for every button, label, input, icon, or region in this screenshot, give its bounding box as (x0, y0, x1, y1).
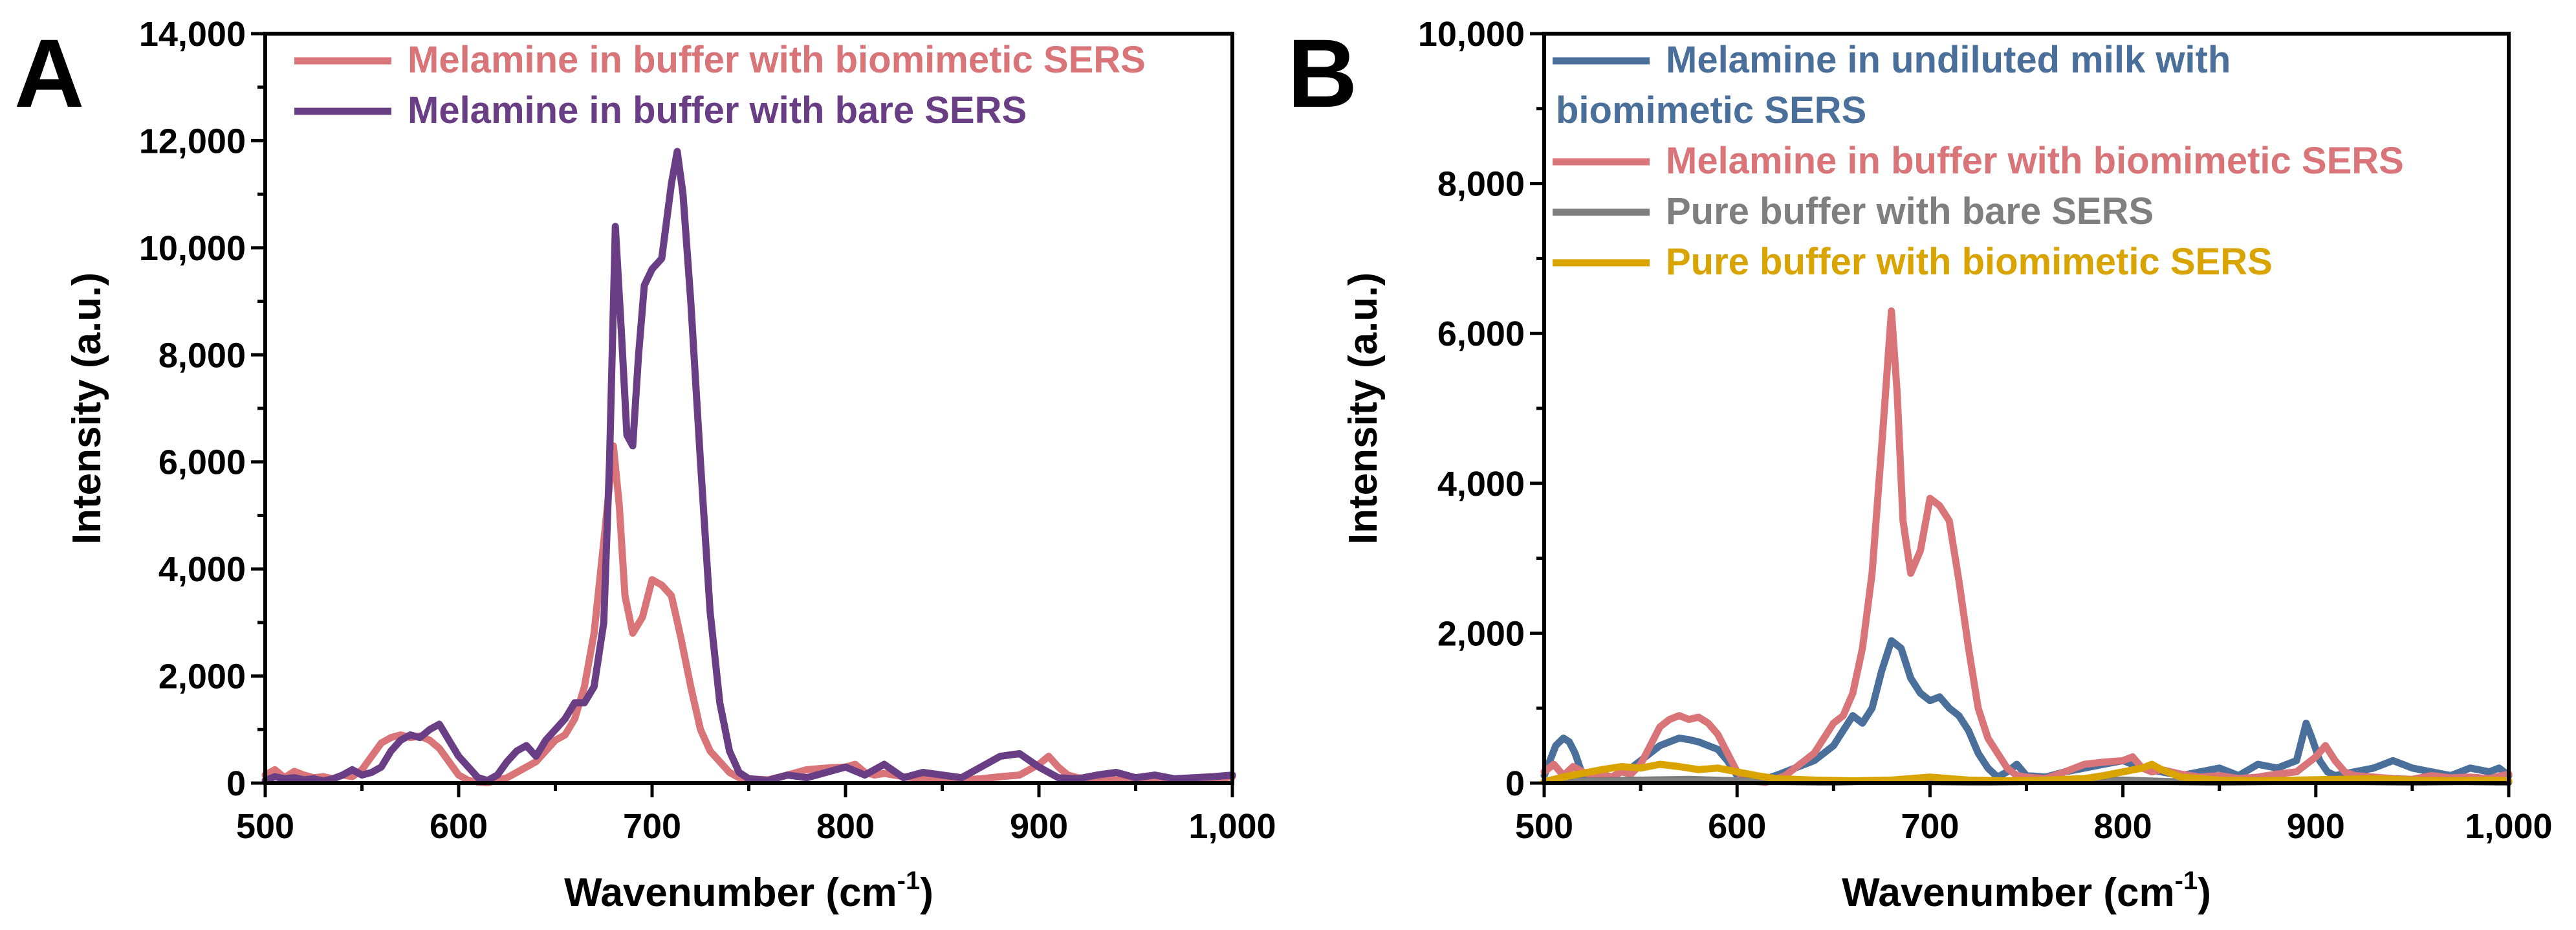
plot-frame (263, 32, 1234, 785)
panel-a: A 500 600 700 800 900 1,000 0 2,000 4,000 6,000 8,0… (14, 15, 1276, 915)
legend-label-2: Melamine in buffer with bare SERS (408, 89, 1027, 131)
legend: Melamine in undiluted milk with biomimeti… (1553, 39, 2404, 283)
x-tick-label: 700 (623, 807, 681, 846)
x-tick-label: 900 (1010, 807, 1068, 846)
series-line-2 (1540, 307, 2513, 786)
series-line-1 (261, 442, 1236, 786)
y-tick-label: 2,000 (1437, 614, 1525, 653)
y-tick-label: 6,000 (158, 443, 246, 482)
panel-b: B 500 600 700 800 900 1,000 0 2,000 4,000 6,000 8,0… (1287, 15, 2553, 915)
series-line-2 (261, 148, 1236, 785)
x-tick-label: 500 (236, 807, 294, 846)
y-tick-label: 10,000 (139, 229, 246, 268)
y-tick-label: 6,000 (1437, 315, 1525, 353)
y-tick-label: 0 (226, 764, 246, 803)
legend-label-1: Melamine in undiluted milk with (1666, 39, 2231, 81)
x-axis-title: Wavenumber (cm-1) (1842, 867, 2211, 915)
series-line-4 (1540, 760, 2513, 786)
y-tick-label: 12,000 (139, 122, 246, 161)
y-tick-label: 4,000 (158, 550, 246, 589)
y-axis-title: Intensity (a.u.) (1341, 272, 1386, 544)
x-tick-label: 1,000 (2465, 807, 2552, 846)
y-tick-label: 8,000 (1437, 165, 1525, 204)
legend: Melamine in buffer with biomimetic SERS M… (294, 39, 1146, 131)
x-tick-label: 500 (1515, 807, 1573, 846)
series-group (1540, 307, 2513, 786)
series-line-1 (1540, 637, 2513, 786)
x-tick-label: 900 (2287, 807, 2345, 846)
y-tick-label: 8,000 (158, 336, 246, 375)
y-tick-label: 2,000 (158, 658, 246, 696)
x-tick-label: 600 (1708, 807, 1766, 846)
panel-letter-b: B (1287, 19, 1357, 127)
legend-label-1: Melamine in buffer with biomimetic SERS (408, 39, 1146, 81)
x-tick-label: 800 (816, 807, 875, 846)
y-tick-label: 14,000 (139, 15, 246, 54)
y-tick-label: 4,000 (1437, 465, 1525, 504)
legend-label-3: Pure buffer with bare SERS (1666, 190, 2154, 232)
y-tick-label: 10,000 (1418, 15, 1525, 54)
y-tick-label: 0 (1505, 764, 1525, 803)
x-tick-label: 1,000 (1188, 807, 1276, 846)
legend-label-4: Pure buffer with biomimetic SERS (1666, 241, 2273, 283)
series-group (261, 148, 1236, 786)
x-axis-title: Wavenumber (cm-1) (564, 867, 933, 915)
y-axis-title: Intensity (a.u.) (65, 272, 109, 544)
legend-label-1: biomimetic SERS (1556, 89, 1866, 131)
legend-label-2: Melamine in buffer with biomimetic SERS (1666, 140, 2404, 182)
x-tick-label: 800 (2094, 807, 2152, 846)
panel-letter-a: A (14, 19, 84, 127)
x-tick-label: 600 (430, 807, 488, 846)
x-tick-label: 700 (1901, 807, 1959, 846)
